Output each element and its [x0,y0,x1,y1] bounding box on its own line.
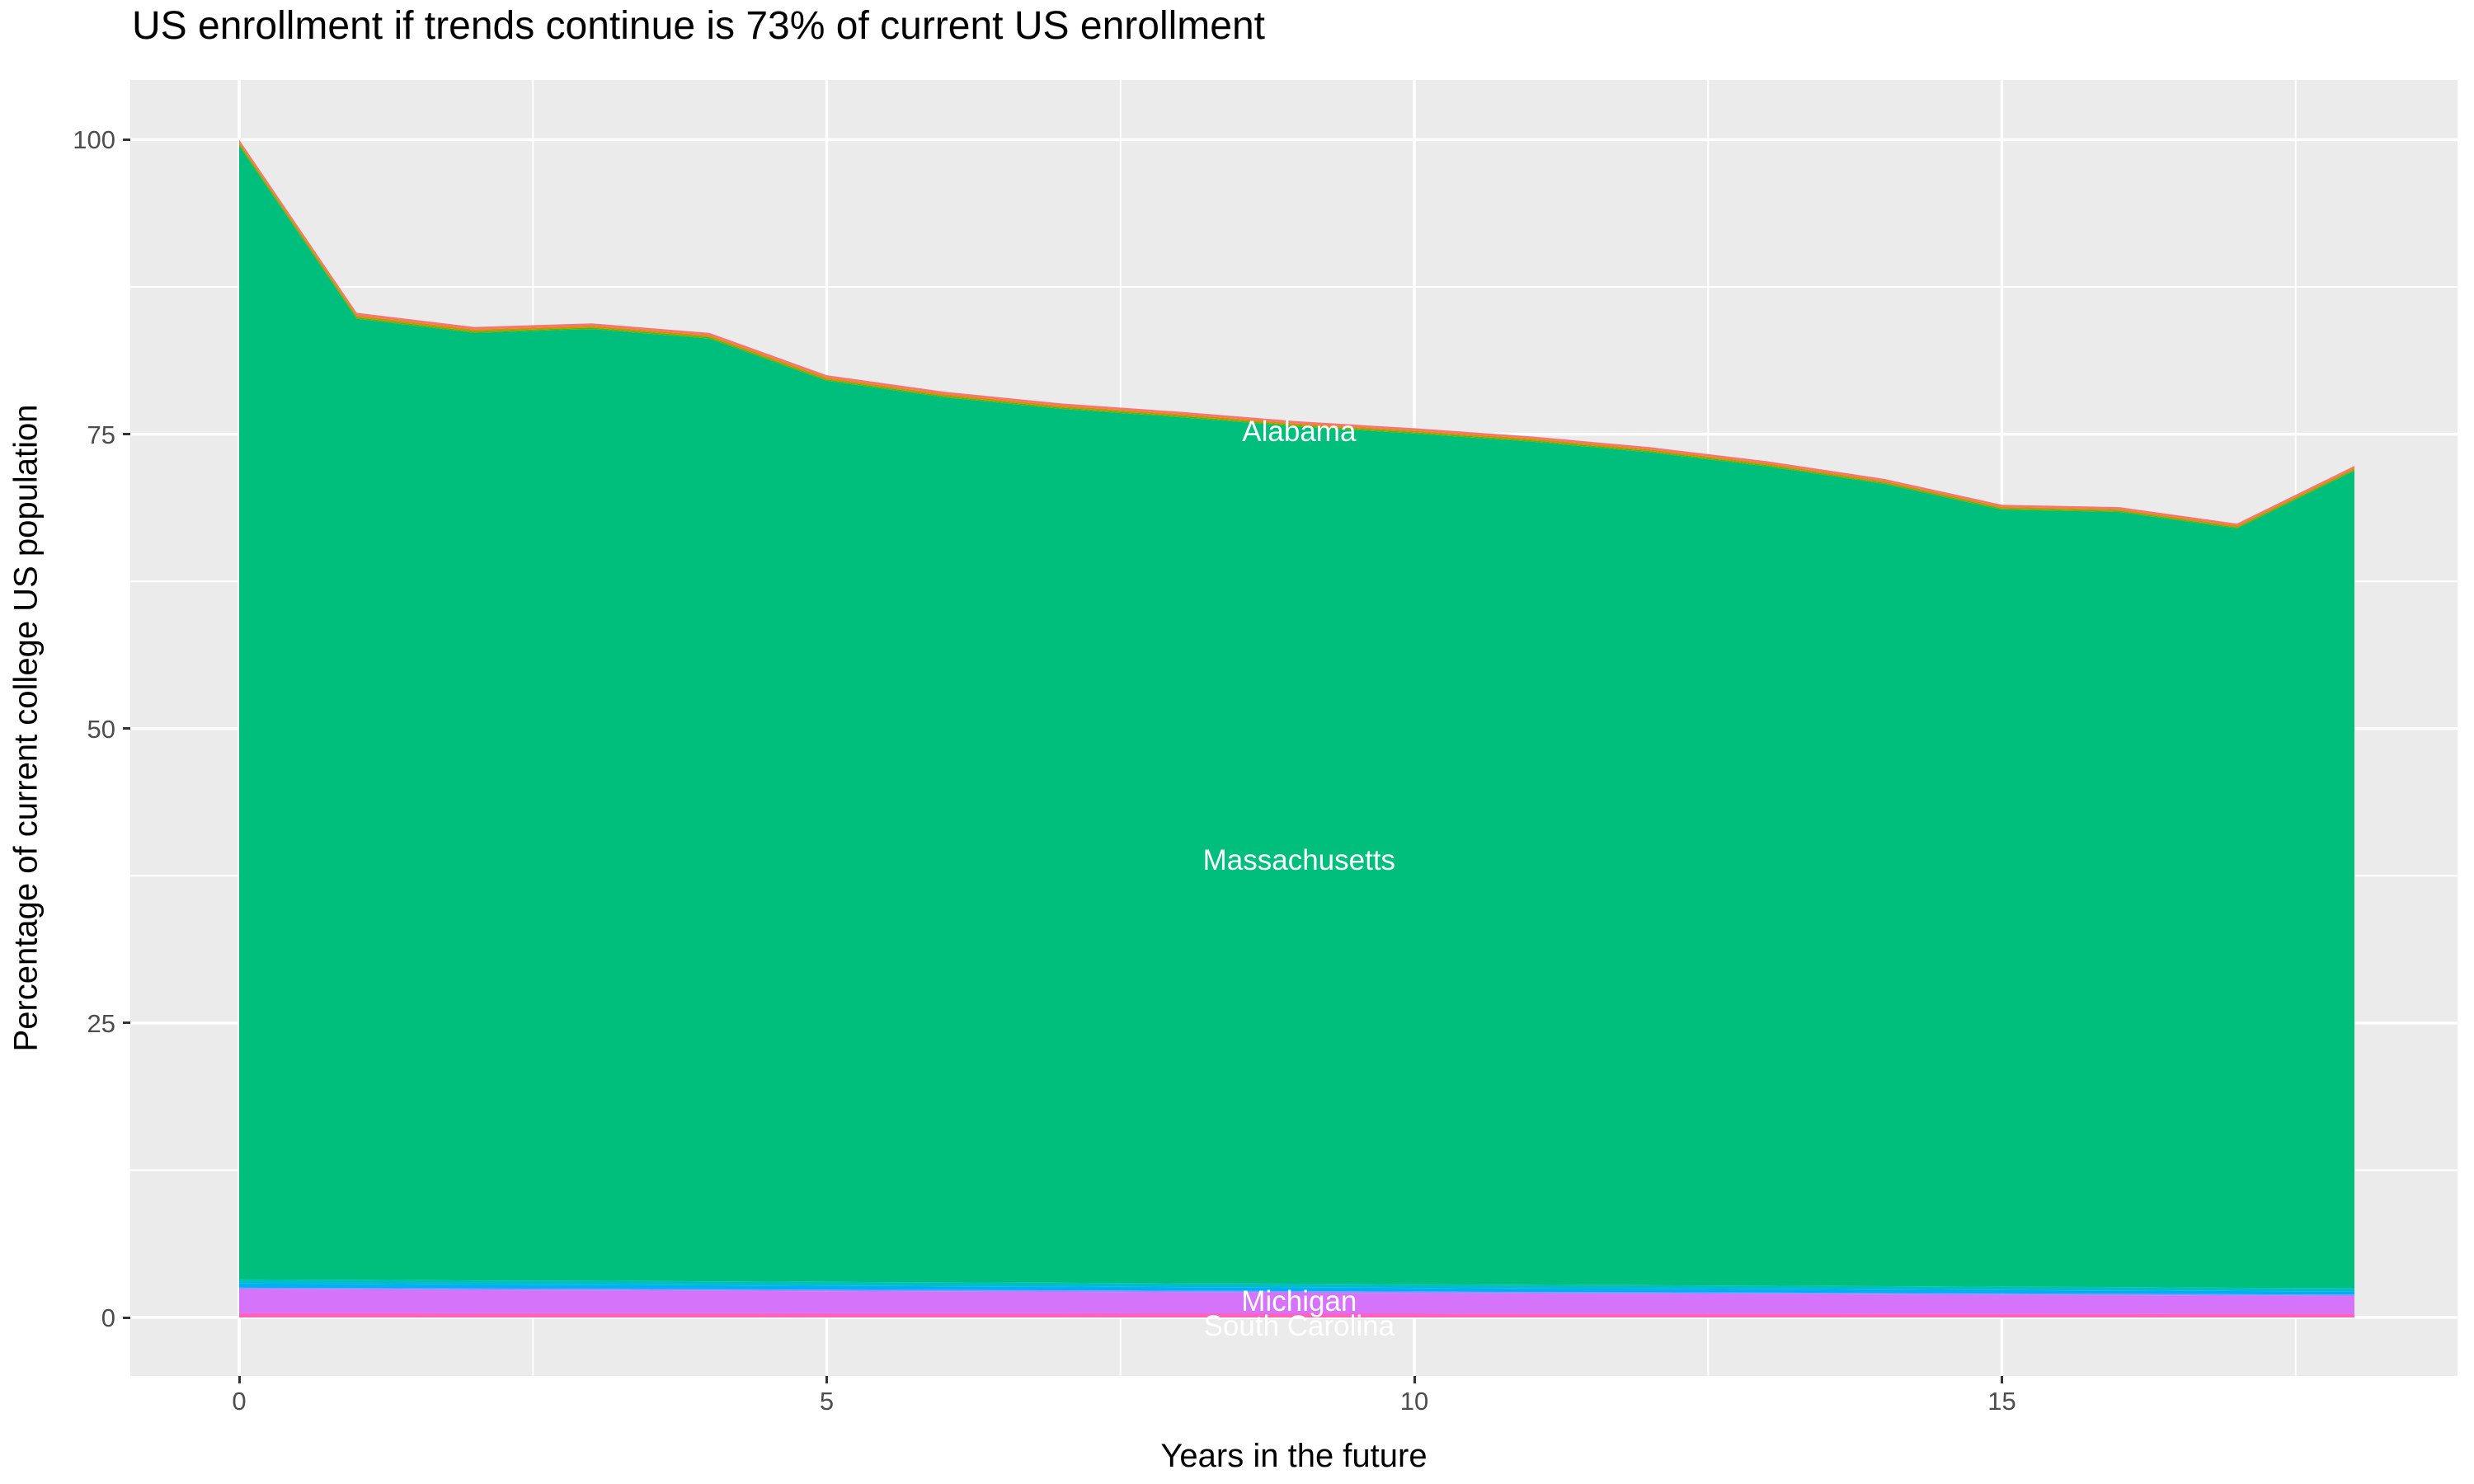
y-tick-label: 0 [101,1303,115,1332]
y-tick-label: 25 [87,1008,115,1038]
area-series-michigan [239,1279,2354,1292]
y-tick-mark [123,1316,130,1319]
x-tick-mark [1413,1376,1416,1383]
area-series-massachusetts [239,145,2354,1289]
chart-title: US enrollment if trends continue is 73% … [132,4,1265,48]
stacked-area-chart [130,80,2458,1376]
x-tick-mark [825,1376,828,1383]
y-tick-label: 75 [87,420,115,449]
area-series-south-carolina [239,1289,2354,1314]
area-label-michigan: Michigan [1241,1284,1357,1317]
x-tick-label: 0 [232,1387,247,1416]
x-axis-title: Years in the future [1160,1438,1427,1474]
y-tick-label: 100 [73,125,115,155]
area-series [239,1287,2354,1296]
area-series [239,1313,2354,1317]
y-tick-mark [123,433,130,436]
x-tick-label: 5 [819,1387,835,1416]
area-series [239,1283,2354,1295]
x-tick-label: 10 [1399,1387,1429,1416]
x-tick-label: 15 [1987,1387,2016,1416]
area-label-south-carolina: South Carolina [1203,1309,1395,1342]
x-tick-mark [2001,1376,2003,1383]
area-label-alabama: Alabama [1242,415,1357,448]
y-tick-mark [123,727,130,730]
y-tick-label: 50 [87,714,115,744]
y-tick-mark [123,138,130,141]
plot-panel [130,80,2458,1376]
y-tick-mark [123,1021,130,1025]
x-tick-mark [238,1376,241,1383]
area-label-massachusetts: Massachusetts [1202,843,1396,876]
